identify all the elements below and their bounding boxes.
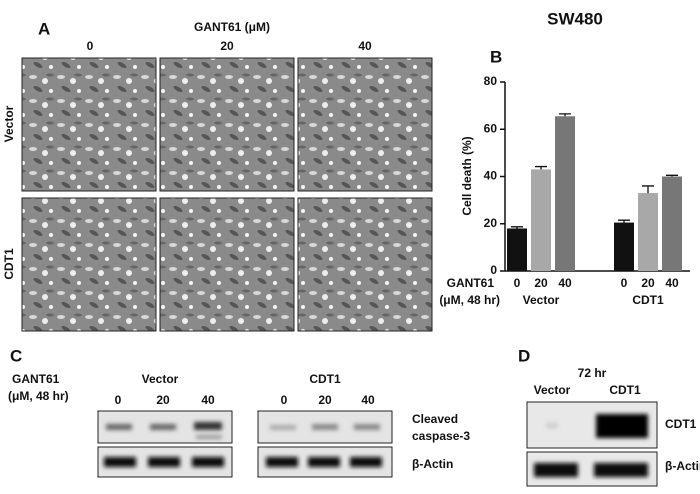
error-bar bbox=[666, 174, 678, 177]
dose-label: 40 bbox=[201, 393, 215, 407]
dose-label: 20 bbox=[156, 393, 170, 407]
panel-label: A bbox=[38, 19, 50, 38]
error-bar bbox=[642, 185, 654, 194]
y-tick-label: 60 bbox=[484, 121, 498, 135]
row-label: CDT1 bbox=[2, 248, 16, 280]
y-tick-label: 0 bbox=[490, 263, 497, 277]
series-label: 20 bbox=[641, 276, 655, 290]
band-label: β-Actin bbox=[412, 457, 453, 471]
band-label: CDT1 bbox=[665, 417, 697, 431]
dose-label: 40 bbox=[361, 393, 375, 407]
series-label: 40 bbox=[665, 276, 679, 290]
micrograph bbox=[21, 197, 157, 332]
band-label: caspase-3 bbox=[412, 429, 470, 443]
micrograph bbox=[159, 197, 295, 332]
column-label: 40 bbox=[358, 39, 372, 53]
error-bar bbox=[511, 226, 523, 229]
time-label: 72 hr bbox=[578, 366, 607, 380]
micrograph bbox=[21, 57, 157, 192]
x-axis-label: (μM, 48 hr) bbox=[439, 293, 500, 307]
group-label: CDT1 bbox=[309, 372, 341, 386]
dose-label: 0 bbox=[115, 393, 122, 407]
column-label: 0 bbox=[87, 39, 94, 53]
bands bbox=[104, 422, 382, 467]
lane-label: Vector bbox=[534, 383, 571, 397]
group-label: Vector bbox=[142, 372, 179, 386]
treatment-label: GANT61 bbox=[12, 372, 60, 386]
panel-label: B bbox=[490, 47, 502, 66]
treatment-label: (μM, 48 hr) bbox=[8, 389, 69, 403]
chart-title: SW480 bbox=[547, 9, 603, 28]
bar bbox=[555, 116, 575, 271]
error-bar bbox=[559, 113, 571, 117]
panel-title: GANT61 (μM) bbox=[194, 20, 270, 34]
y-tick-label: 40 bbox=[484, 169, 498, 183]
error-bar bbox=[618, 219, 630, 223]
y-tick-label: 20 bbox=[484, 216, 498, 230]
bands bbox=[534, 414, 648, 477]
bar bbox=[531, 169, 551, 271]
group-label: Vector bbox=[523, 293, 560, 307]
panel-label: C bbox=[10, 346, 22, 365]
group-label: CDT1 bbox=[632, 293, 664, 307]
column-label: 20 bbox=[220, 39, 234, 53]
micrograph bbox=[159, 57, 295, 192]
bar bbox=[662, 176, 682, 271]
error-bar bbox=[535, 165, 547, 170]
row-label: Vector bbox=[2, 105, 16, 142]
series-label: 40 bbox=[558, 276, 572, 290]
dose-label: 0 bbox=[281, 393, 288, 407]
band-label: Cleaved bbox=[412, 412, 458, 426]
lane-label: CDT1 bbox=[609, 383, 641, 397]
y-axis-label: Cell death (%) bbox=[460, 136, 474, 215]
bar bbox=[614, 222, 634, 271]
x-axis-label: GANT61 bbox=[447, 276, 495, 290]
bar bbox=[638, 193, 658, 271]
band-label: β-Actin bbox=[665, 459, 700, 473]
series-label: 20 bbox=[534, 276, 548, 290]
dose-label: 20 bbox=[318, 393, 332, 407]
series-label: 0 bbox=[621, 276, 628, 290]
series-label: 0 bbox=[514, 276, 521, 290]
panel-label: D bbox=[518, 346, 530, 365]
micrograph bbox=[297, 197, 433, 332]
bar bbox=[507, 228, 527, 271]
y-tick-label: 80 bbox=[484, 74, 498, 88]
micrograph bbox=[297, 57, 433, 192]
